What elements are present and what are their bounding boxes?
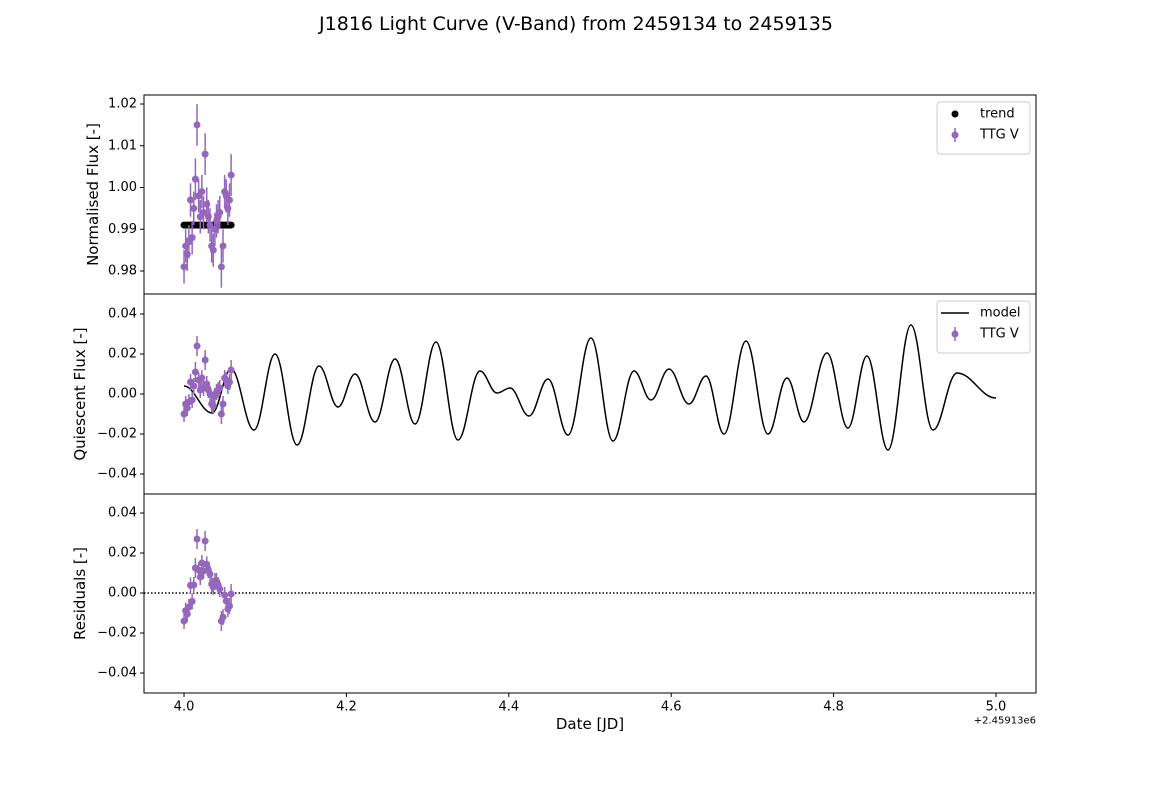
axes-frame [143, 493, 1037, 694]
data-point [190, 204, 198, 212]
data-point [180, 617, 188, 625]
y-tick-label: −0.04 [97, 467, 137, 482]
y-tick-label: −0.02 [97, 427, 137, 442]
data-point [188, 234, 196, 242]
data-point [227, 171, 235, 179]
data-point [191, 175, 199, 183]
data-point [183, 250, 191, 258]
x-tick-label: 4.2 [336, 700, 357, 715]
data-point [201, 150, 209, 158]
data-point [180, 263, 188, 271]
data-point [201, 356, 209, 364]
data-point [225, 378, 233, 386]
legend-marker [951, 110, 959, 118]
legend-marker [951, 330, 959, 338]
data-point [188, 597, 196, 605]
data-point [196, 573, 204, 581]
y-tick-label: −0.04 [97, 666, 137, 681]
data-point [219, 400, 227, 408]
legend-label: TTG V [979, 327, 1019, 342]
y-tick-label: 0.00 [108, 586, 137, 601]
y-tick-label: 1.00 [108, 180, 137, 195]
data-point [216, 585, 224, 593]
y-tick-label: 0.04 [108, 307, 137, 322]
legend-box [936, 300, 1031, 354]
x-tick-label: 4.8 [823, 700, 844, 715]
trend-point [227, 221, 235, 229]
legend-label: trend [980, 107, 1015, 122]
data-point [224, 204, 232, 212]
data-point [227, 366, 235, 374]
y-tick-label: 0.02 [108, 347, 137, 362]
data-point [198, 374, 206, 382]
data-point [187, 196, 195, 204]
legend-label: model [980, 306, 1020, 321]
y-tick-label: 1.02 [108, 97, 137, 112]
data-point [203, 200, 211, 208]
data-point [217, 410, 225, 418]
data-point [216, 384, 224, 392]
data-point [225, 196, 233, 204]
data-point [227, 590, 235, 598]
legend-label: TTG V [979, 128, 1019, 143]
data-point [190, 581, 198, 589]
figure-title: J1816 Light Curve (V-Band) from 2459134 … [318, 13, 833, 35]
data-point [183, 610, 191, 618]
data-point [193, 342, 201, 350]
data-point [216, 209, 224, 217]
y-tick-label: 0.98 [108, 263, 137, 278]
data-point [190, 382, 198, 390]
data-point [217, 263, 225, 271]
y-tick-label: −0.02 [97, 626, 137, 641]
data-point [206, 221, 214, 229]
legend-box [936, 101, 1031, 155]
data-point [193, 535, 201, 543]
y-tick-label: 1.01 [108, 138, 137, 153]
y-tick-label: 0.02 [108, 546, 137, 561]
data-point [219, 613, 227, 621]
data-point [221, 591, 229, 599]
data-point [225, 602, 233, 610]
data-point [209, 402, 217, 410]
y-axis-label: Quiescent Flux [-] [71, 327, 89, 460]
data-point [200, 209, 208, 217]
x-offset-label: +2.45913e6 [974, 716, 1036, 727]
x-tick-label: 5.0 [986, 700, 1007, 715]
data-point [198, 188, 206, 196]
data-point [193, 121, 201, 129]
x-tick-label: 4.6 [661, 700, 682, 715]
data-point [209, 246, 217, 254]
data-point [211, 225, 219, 233]
y-tick-label: 0.04 [108, 506, 137, 521]
data-point [219, 242, 227, 250]
y-tick-label: 0.99 [108, 222, 137, 237]
legend-marker [951, 131, 959, 139]
data-point [188, 396, 196, 404]
x-tick-label: 4.4 [498, 700, 519, 715]
y-axis-label: Residuals [-] [71, 547, 89, 640]
data-point [180, 410, 188, 418]
data-point [185, 603, 193, 611]
data-point [191, 368, 199, 376]
x-tick-label: 4.0 [174, 700, 195, 715]
data-point [204, 213, 212, 221]
y-tick-label: 0.00 [108, 387, 137, 402]
x-axis-label: Date [JD] [556, 715, 624, 733]
data-point [206, 570, 214, 578]
data-point [203, 380, 211, 388]
y-axis-label: Normalised Flux [-] [84, 123, 102, 266]
data-point [183, 404, 191, 412]
data-point [201, 537, 209, 545]
model-line [183, 324, 997, 451]
